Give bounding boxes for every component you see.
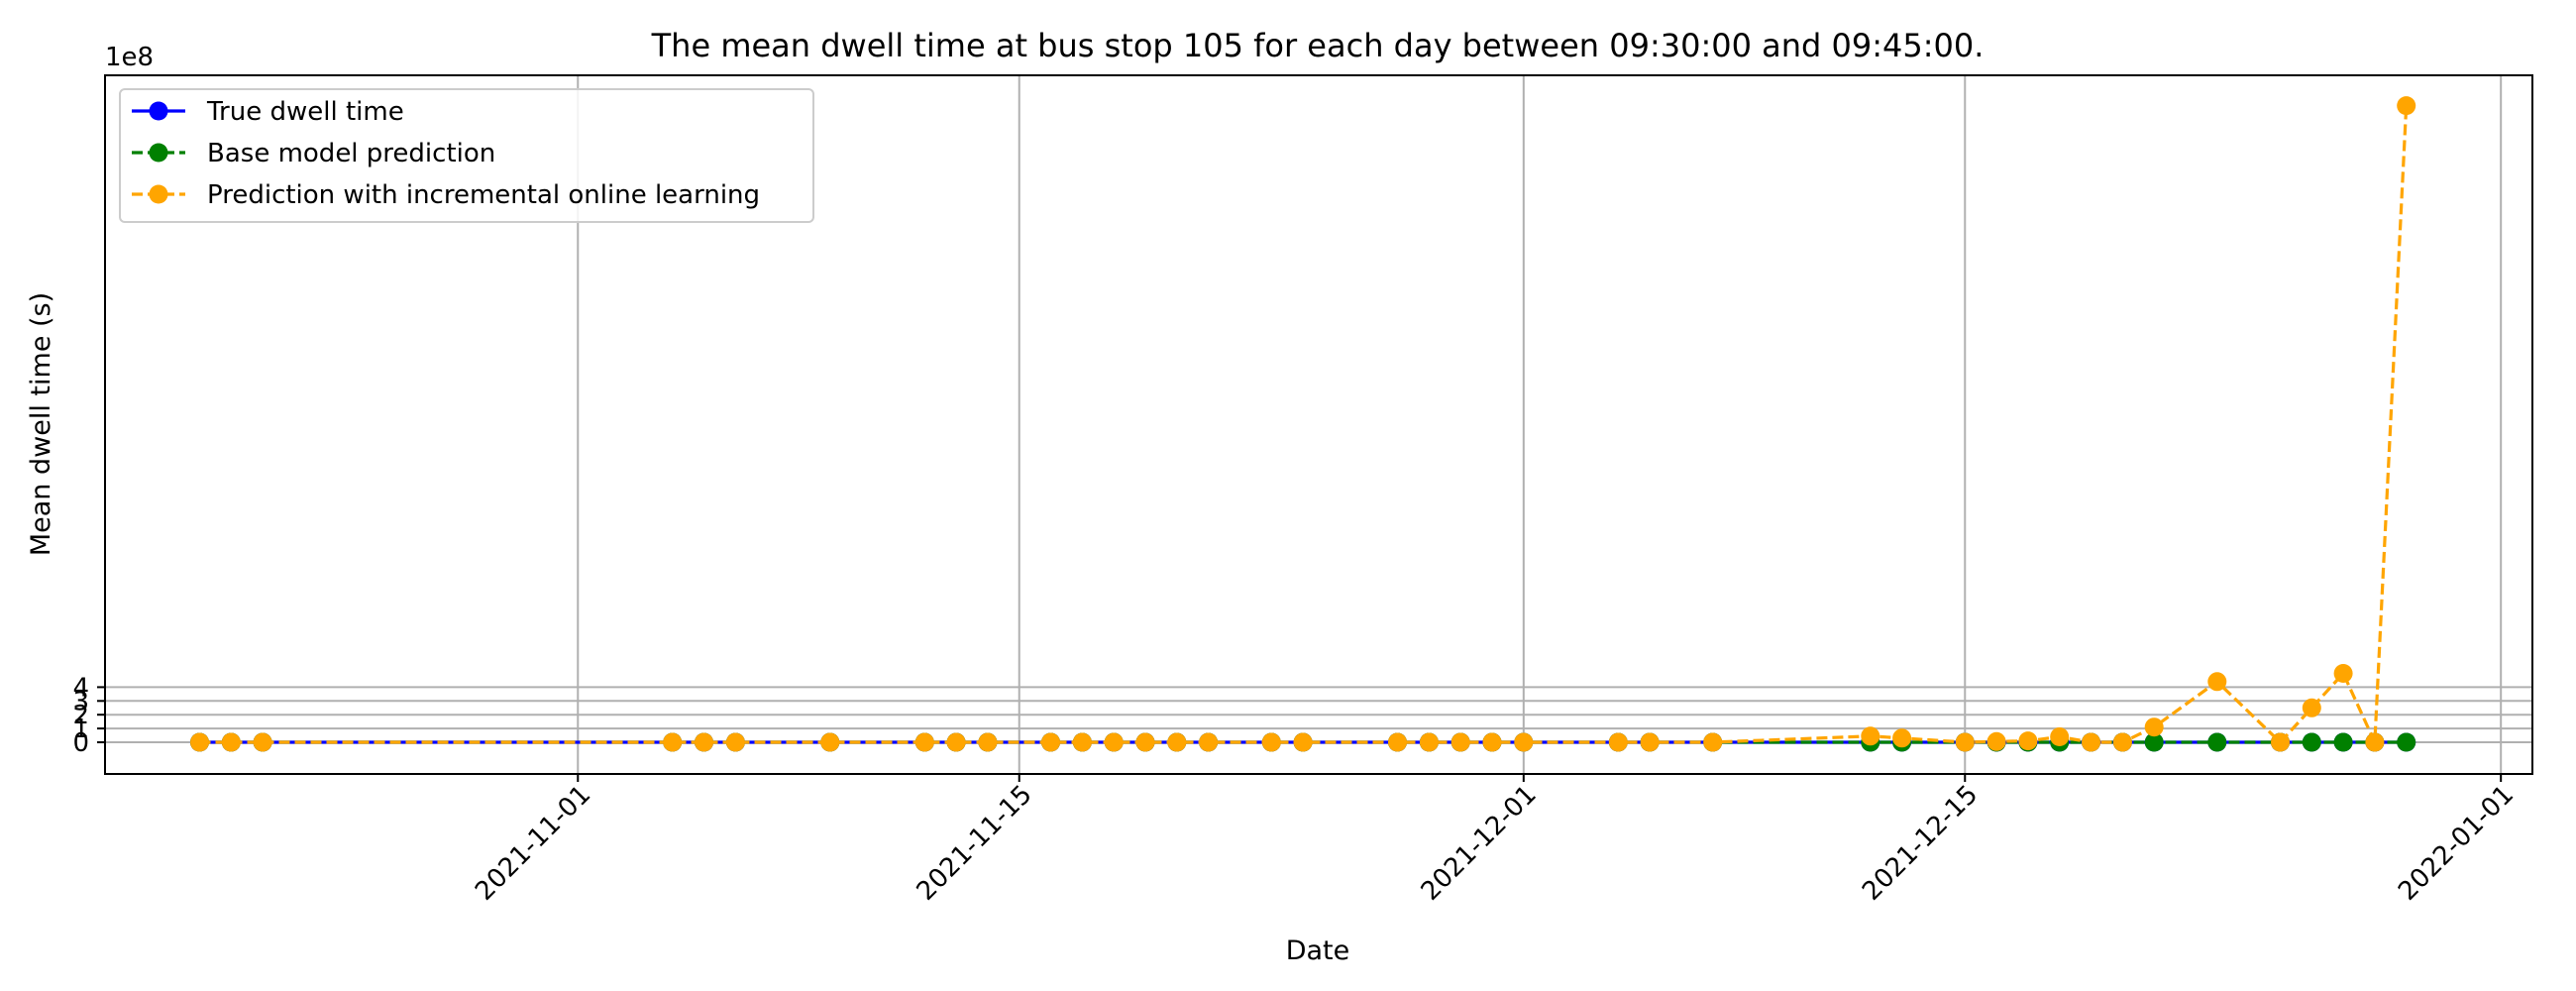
data-point: [820, 732, 840, 752]
data-point: [2050, 727, 2070, 746]
data-point: [1199, 732, 1219, 752]
data-point: [2207, 732, 2227, 752]
data-point: [946, 732, 966, 752]
data-point: [1041, 732, 1060, 752]
data-point: [1072, 732, 1092, 752]
data-point: [1388, 732, 1407, 752]
data-point: [1703, 732, 1723, 752]
plot-area-frame: [104, 74, 2533, 775]
data-point: [2144, 732, 2164, 752]
data-point: [2112, 732, 2132, 752]
data-point: [1261, 732, 1281, 752]
y-tick-label: 0: [72, 728, 89, 758]
data-point: [2302, 732, 2321, 752]
data-point: [2333, 732, 2353, 752]
legend-marker: [149, 143, 168, 163]
data-point: [1892, 728, 1912, 748]
legend-label: Prediction with incremental online learn…: [207, 180, 760, 210]
axis-ticks: 2021-11-01 2021-11-15 2021-12-01 2021-12-15…: [72, 673, 2520, 906]
series-layer: [190, 96, 2416, 752]
series-3: [190, 96, 2416, 752]
data-point: [2397, 732, 2416, 752]
data-point: [914, 732, 934, 752]
data-point: [1167, 732, 1187, 752]
data-point: [1419, 732, 1439, 752]
y-offset-label: 1e8: [105, 43, 154, 72]
x-tick-label: 2021-11-01: [470, 780, 596, 907]
chart-title: The mean dwell time at bus stop 105 for …: [651, 27, 1985, 64]
legend-label: Base model prediction: [207, 139, 495, 168]
data-point: [1135, 732, 1155, 752]
data-point: [2302, 698, 2321, 717]
data-point: [221, 732, 241, 752]
data-point: [1514, 732, 1534, 752]
data-point: [695, 732, 713, 752]
data-point: [2207, 672, 2227, 692]
data-point: [978, 732, 998, 752]
legend-label: True dwell time: [206, 97, 404, 127]
data-point: [2271, 732, 2290, 752]
legend-marker: [149, 101, 168, 121]
data-point: [1955, 732, 1975, 752]
legend-marker: [149, 184, 168, 204]
data-point: [253, 732, 272, 752]
x-tick-label: 2022-01-01: [2393, 780, 2520, 907]
data-point: [1861, 726, 1880, 746]
data-point: [1640, 732, 1660, 752]
y-tick-label: 3: [72, 687, 89, 716]
data-point: [1104, 732, 1124, 752]
y-tick-label: 2: [72, 701, 89, 730]
data-point: [1986, 731, 2006, 751]
data-point: [1482, 732, 1502, 752]
data-point: [2144, 717, 2164, 737]
x-tick-label: 2021-11-15: [912, 780, 1038, 907]
x-tick-label: 2021-12-01: [1416, 780, 1543, 907]
legend: True dwell time Base model prediction Pred…: [119, 88, 814, 223]
x-axis-label: Date: [1286, 936, 1350, 966]
y-axis-label: Mean dwell time (s): [26, 292, 56, 556]
y-tick-label: 1: [72, 715, 89, 744]
data-point: [1450, 732, 1470, 752]
data-point: [2365, 732, 2385, 752]
data-point: [1293, 732, 1313, 752]
data-point: [2397, 96, 2416, 116]
legend-box: [119, 88, 814, 223]
data-point: [2082, 732, 2100, 752]
data-point: [2333, 664, 2353, 683]
y-tick-label: 4: [72, 673, 89, 703]
data-point: [1608, 732, 1628, 752]
x-tick-label: 2021-12-15: [1857, 780, 1984, 907]
data-point: [725, 732, 745, 752]
data-point: [190, 732, 209, 752]
data-point: [2018, 731, 2038, 751]
data-point: [663, 732, 683, 752]
